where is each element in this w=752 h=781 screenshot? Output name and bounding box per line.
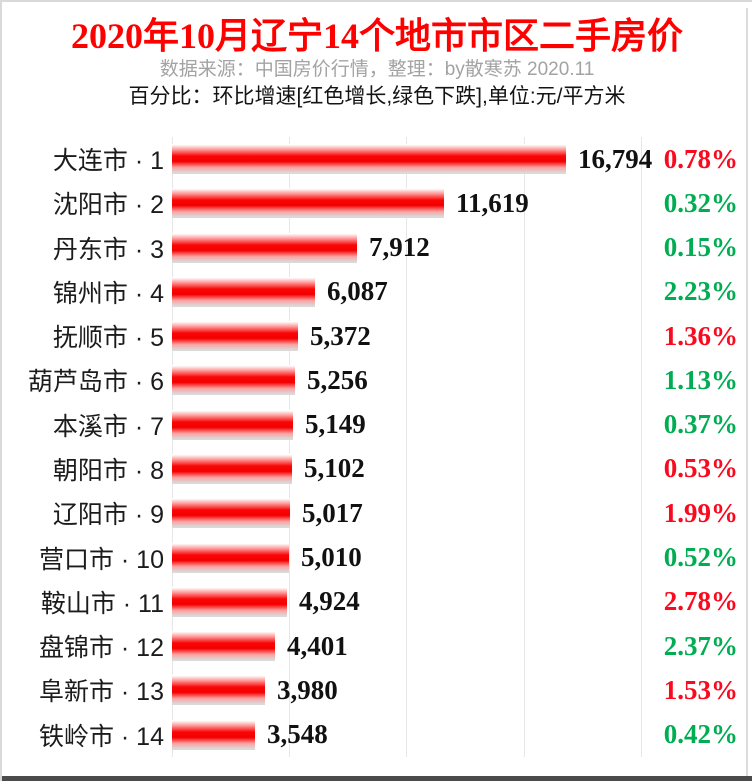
city-rank-label: 辽阳市 · 9: [52, 501, 164, 530]
city-rank-label: 抚顺市 · 5: [52, 324, 164, 353]
pct-change-label: 2.37%: [663, 630, 738, 661]
pct-change-label: 0.78%: [663, 143, 738, 174]
city-rank-label: 鞍山市 · 11: [40, 589, 164, 618]
gridline: [406, 137, 408, 757]
chart-row: 锦州市 · 4 6,087 2.23%: [2, 270, 752, 314]
city-rank-label: 锦州市 · 4: [52, 279, 164, 308]
gridline: [640, 137, 642, 757]
pct-change-label: 1.99%: [663, 497, 738, 528]
city-rank-label: 阜新市 · 13: [38, 678, 164, 707]
chart-row: 辽阳市 · 9 5,017 1.99%: [2, 491, 752, 535]
price-bar: [172, 276, 315, 307]
price-value-label: 11,619: [456, 187, 529, 218]
chart-row: 铁岭市 · 14 3,548 0.42%: [2, 712, 752, 756]
chart-row: 鞍山市 · 11 4,924 2.78%: [2, 580, 752, 624]
bottom-border-strip: [2, 776, 752, 781]
price-value-label: 4,924: [299, 586, 360, 617]
chart-rows: 大连市 · 1 16,794 0.78% 沈阳市 · 2 11,619 0.32…: [2, 137, 752, 757]
price-bar: [172, 586, 287, 617]
price-value-label: 6,087: [327, 276, 388, 307]
city-rank-label: 大连市 · 1: [52, 147, 164, 176]
pct-change-label: 0.52%: [663, 542, 738, 573]
chart-row: 本溪市 · 7 5,149 0.37%: [2, 403, 752, 447]
city-rank-label: 营口市 · 10: [38, 545, 164, 574]
chart-row: 丹东市 · 3 7,912 0.15%: [2, 226, 752, 270]
bar-chart: 大连市 · 1 16,794 0.78% 沈阳市 · 2 11,619 0.32…: [2, 137, 752, 757]
city-rank-label: 葫芦岛市 · 6: [27, 368, 164, 397]
chart-row: 沈阳市 · 2 11,619 0.32%: [2, 181, 752, 225]
chart-row: 葫芦岛市 · 6 5,256 1.13%: [2, 358, 752, 402]
pct-change-label: 0.53%: [663, 453, 738, 484]
city-rank-label: 本溪市 · 7: [52, 412, 164, 441]
source-subtitle: 数据来源：中国房价行情，整理：by散寒苏 2020.11: [159, 59, 595, 80]
price-value-label: 4,401: [287, 630, 348, 661]
price-bar: [172, 365, 295, 396]
price-bar: [172, 409, 293, 440]
gridline: [523, 137, 525, 757]
pct-change-label: 0.37%: [663, 409, 738, 440]
price-bar: [172, 144, 566, 175]
pct-change-label: 0.32%: [663, 187, 738, 218]
right-border-line: [746, 8, 748, 776]
price-bar: [172, 188, 444, 219]
price-bar: [172, 675, 265, 706]
gridline: [172, 137, 173, 757]
price-value-label: 3,980: [277, 674, 338, 705]
price-value-label: 5,010: [301, 542, 362, 573]
chart-row: 抚顺市 · 5 5,372 1.36%: [2, 314, 752, 358]
chart-row: 盘锦市 · 12 4,401 2.37%: [2, 624, 752, 668]
city-rank-label: 朝阳市 · 8: [52, 456, 164, 485]
price-bar: [172, 542, 289, 573]
price-value-label: 16,794: [578, 143, 653, 174]
city-rank-label: 铁岭市 · 14: [38, 722, 164, 751]
price-bar: [172, 719, 255, 750]
price-value-label: 5,149: [305, 409, 366, 440]
pct-change-label: 2.78%: [663, 586, 738, 617]
pct-change-label: 2.23%: [663, 276, 738, 307]
price-bar: [172, 631, 275, 662]
price-value-label: 7,912: [369, 232, 430, 263]
city-rank-label: 丹东市 · 3: [52, 235, 164, 264]
pct-change-label: 0.42%: [663, 719, 738, 750]
page-title: 2020年10月辽宁14个地市市区二手房价: [70, 16, 683, 56]
pct-change-label: 1.13%: [663, 364, 738, 395]
city-rank-label: 沈阳市 · 2: [52, 191, 164, 220]
price-bar: [172, 453, 292, 484]
chart-row: 阜新市 · 13 3,980 1.53%: [2, 668, 752, 712]
price-value-label: 3,548: [267, 719, 328, 750]
gridline: [289, 137, 291, 757]
price-value-label: 5,256: [307, 364, 368, 395]
price-value-label: 5,017: [302, 497, 363, 528]
price-bar: [172, 321, 298, 352]
price-bar: [172, 498, 290, 529]
city-rank-label: 盘锦市 · 12: [38, 634, 164, 663]
price-value-label: 5,102: [304, 453, 365, 484]
chart-row: 营口市 · 10 5,010 0.52%: [2, 535, 752, 579]
pct-change-label: 1.53%: [663, 674, 738, 705]
pct-change-label: 0.15%: [663, 232, 738, 263]
chart-row: 大连市 · 1 16,794 0.78%: [2, 137, 752, 181]
pct-change-label: 1.36%: [663, 320, 738, 351]
price-value-label: 5,372: [310, 320, 371, 351]
price-bar: [172, 232, 357, 263]
chart-row: 朝阳市 · 8 5,102 0.53%: [2, 447, 752, 491]
legend-note: 百分比：环比增速[红色增长,绿色下跌],单位:元/平方米: [128, 85, 626, 108]
